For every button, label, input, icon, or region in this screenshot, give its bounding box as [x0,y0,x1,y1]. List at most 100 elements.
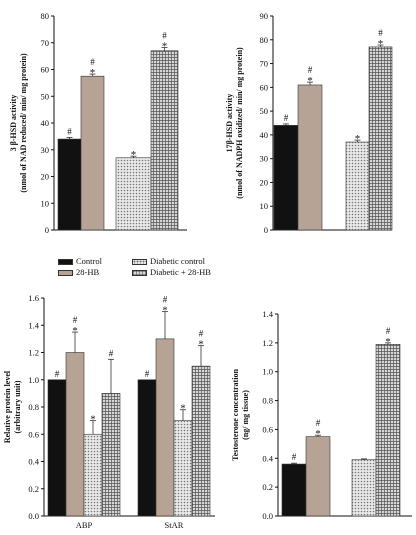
legend-swatch-control [58,258,73,265]
bar-diabetic-28hb [191,365,211,517]
y-tick-label: 40 [260,130,269,140]
bar-diabetic-28hb [368,46,393,231]
y-tick-label: 0.0 [262,511,273,521]
significance-hash: # [55,369,60,379]
legend-label-control: Control [76,256,102,266]
bar-diabetic-control [345,141,370,231]
y-axis-label-line: (nmol of NAD reduced/ min/ mg protein) [19,53,28,193]
y-tick-label: 20 [41,172,50,182]
significance-star: * [90,67,96,79]
legend-label-28hb: 28-HB [76,267,100,277]
chart-panel-top-right: 0 10 20 30 40 50 60 70 80 90 17β-HSD activity(nmol… [225,11,393,235]
significance-star: * [315,428,321,440]
significance-star: * [307,75,313,87]
y-axis-label: 17β-HSD activity(nmol of NADPH oxidized/… [225,47,244,199]
bar-diabetic-control [351,459,377,517]
legend-item-diabetic-28hb: Diabetic + 28-HB [132,267,211,278]
significance-star: * [378,38,384,50]
y-axis-label-line: (arbitrary unit) [13,380,22,433]
y-tick-label: 10 [260,201,269,211]
significance-hash: # [308,65,313,75]
chart-panel-top-left: 0 10 20 30 40 50 60 70 80 3 β-HSD activity(nmol o… [9,11,187,235]
y-tick-label: 60 [41,65,50,75]
y-tick-label: 90 [260,11,269,21]
bar-control [273,125,299,231]
bar-diabetic-control [83,433,103,517]
y-tick-label: 1.0 [28,375,39,385]
significance-hash: # [73,315,78,325]
legend-label-diabetic-28hb: Diabetic + 28-HB [150,267,211,277]
y-tick-label: 50 [41,91,50,101]
significance-hash: # [292,452,297,462]
significance-star: * [162,41,168,53]
y-axis-label-line: Relative protein level [3,370,12,443]
y-tick-label: 1.2 [28,348,39,358]
y-axis-label-line: (ng/ mg tissue) [241,390,250,440]
y-tick-label: 70 [41,38,50,48]
y-tick-label: 0.4 [262,453,273,463]
significance-star: * [90,414,96,426]
legend-swatch-28hb [58,269,73,276]
y-tick-label: 1.4 [28,320,39,330]
significance-star: * [180,403,186,415]
y-axis-label-line: (nmol of NADPH oxidized/ min/ mg protein… [235,47,244,199]
y-tick-label: 40 [41,118,50,128]
y-axis-label: Testosterone concentration(ng/ mg tissue… [231,369,250,461]
bar-diabetic-control [115,157,152,231]
bar-diabetic-control [173,420,193,517]
bar-28hb [297,84,323,231]
significance-star: * [72,325,78,337]
y-tick-label: 50 [260,106,269,116]
significance-hash: # [386,326,391,336]
y-tick-label: 60 [260,82,269,92]
bar-diabetic-28hb [150,50,179,231]
legend-item-control: Control [58,256,102,267]
legend-swatch-diabetic-control [132,258,147,265]
significance-hash: # [284,113,289,123]
significance-hash: # [316,418,321,428]
significance-star: * [198,339,204,351]
bar-diabetic-28hb [101,393,121,517]
y-tick-label: 0.2 [28,484,39,494]
legend: Control Diabetic control 28-HB Diabetic … [58,256,298,278]
y-axis-label-line: 17β-HSD activity [225,94,234,153]
bar-28hb [65,352,85,517]
y-tick-label: 80 [41,11,50,21]
y-axis-label-line: 3 β-HSD activity [9,95,18,152]
significance-hash: # [90,57,95,67]
y-tick-label: 0.0 [28,511,39,521]
y-tick-label: 0.8 [28,402,39,412]
significance-star: * [385,336,391,348]
significance-hash: # [67,126,72,136]
legend-item-28hb: 28-HB [58,267,99,278]
bar-control [57,138,82,231]
y-tick-label: 0.2 [262,482,273,492]
y-tick-label: 0 [45,225,49,235]
y-tick-label: 70 [260,59,269,69]
significance-hash: # [109,348,114,358]
x-category-label: ABP [76,520,93,530]
significance-hash: # [162,31,167,41]
significance-hash: # [378,28,383,38]
y-tick-label: 80 [260,35,269,45]
y-tick-label: 0.8 [262,396,273,406]
y-tick-label: 1.0 [262,367,273,377]
significance-star: * [162,305,168,317]
significance-star: * [355,133,361,145]
y-axis-label-line: Testosterone concentration [231,369,240,461]
legend-label-diabetic-control: Diabetic control [150,256,205,266]
y-tick-label: 1.4 [262,309,273,319]
bar-28hb [155,338,175,517]
y-axis-label: Relative protein level(arbitrary unit) [3,370,22,443]
chart-panel-bottom-right: 0.0 0.2 0.4 0.6 0.8 1.0 1.2 1.4 Testosterone con… [231,309,412,521]
y-tick-label: 1.2 [262,338,273,348]
chart-panel-bottom-left: 0.0 0.2 0.4 0.6 0.8 1.0 1.2 1.4 1.6 Relative prot… [3,293,215,530]
y-tick-label: 0.4 [28,457,39,467]
bar-diabetic-28hb [375,343,401,517]
significance-hash: # [163,295,168,305]
y-tick-label: 30 [41,145,50,155]
y-tick-label: 0.6 [262,424,273,434]
bar-control [137,379,157,517]
legend-swatch-diabetic-28hb [132,269,147,276]
